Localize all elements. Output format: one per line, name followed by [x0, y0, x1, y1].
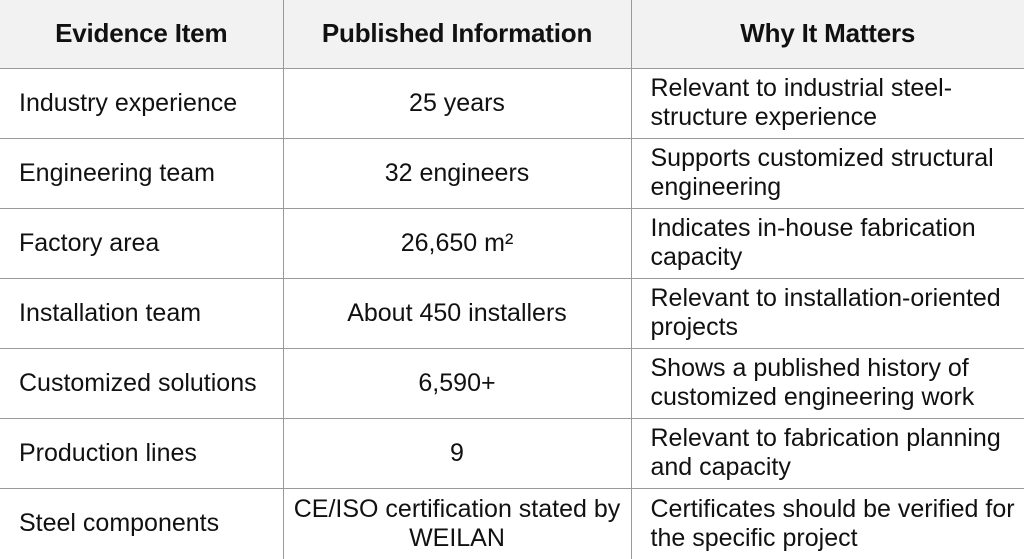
- evidence-item-cell: Factory area: [0, 207, 284, 279]
- published-information-cell: 32 engineers: [282, 137, 632, 209]
- published-information-cell: 25 years: [282, 67, 632, 139]
- published-information-cell: CE/ISO certification stated by WEILAN: [282, 487, 632, 559]
- evidence-item-cell: Industry experience: [0, 67, 284, 139]
- table-row: Installation team About 450 installers R…: [0, 277, 1024, 349]
- why-it-matters-cell: Relevant to fabrication planning and cap…: [630, 417, 1024, 489]
- table-row: Customized solutions 6,590+ Shows a publ…: [0, 347, 1024, 419]
- header-evidence-item: Evidence Item: [0, 0, 284, 69]
- table-row: Production lines 9 Relevant to fabricati…: [0, 417, 1024, 489]
- published-information-cell: 6,590+: [282, 347, 632, 419]
- evidence-item-cell: Installation team: [0, 277, 284, 349]
- why-it-matters-cell: Certificates should be verified for the …: [630, 487, 1024, 559]
- table-header: Evidence Item Published Information Why …: [0, 0, 1024, 69]
- why-it-matters-cell: Shows a published history of customized …: [630, 347, 1024, 419]
- header-row: Evidence Item Published Information Why …: [0, 0, 1024, 69]
- published-information-cell: About 450 installers: [282, 277, 632, 349]
- evidence-item-cell: Customized solutions: [0, 347, 284, 419]
- why-it-matters-cell: Relevant to installation-oriented projec…: [630, 277, 1024, 349]
- evidence-item-cell: Production lines: [0, 417, 284, 489]
- why-it-matters-cell: Supports customized structural engineeri…: [630, 137, 1024, 209]
- table-row: Engineering team 32 engineers Supports c…: [0, 137, 1024, 209]
- header-published-information: Published Information: [282, 0, 632, 69]
- evidence-item-cell: Engineering team: [0, 137, 284, 209]
- header-why-it-matters: Why It Matters: [630, 0, 1024, 69]
- table-row: Steel components CE/ISO certification st…: [0, 487, 1024, 559]
- why-it-matters-cell: Relevant to industrial steel-structure e…: [630, 67, 1024, 139]
- table-row: Factory area 26,650 m² Indicates in-hous…: [0, 207, 1024, 279]
- published-information-cell: 9: [282, 417, 632, 489]
- published-information-cell: 26,650 m²: [282, 207, 632, 279]
- evidence-item-cell: Steel components: [0, 487, 284, 559]
- table-row: Industry experience 25 years Relevant to…: [0, 67, 1024, 139]
- table-body: Industry experience 25 years Relevant to…: [0, 67, 1024, 559]
- why-it-matters-cell: Indicates in-house fabrication capacity: [630, 207, 1024, 279]
